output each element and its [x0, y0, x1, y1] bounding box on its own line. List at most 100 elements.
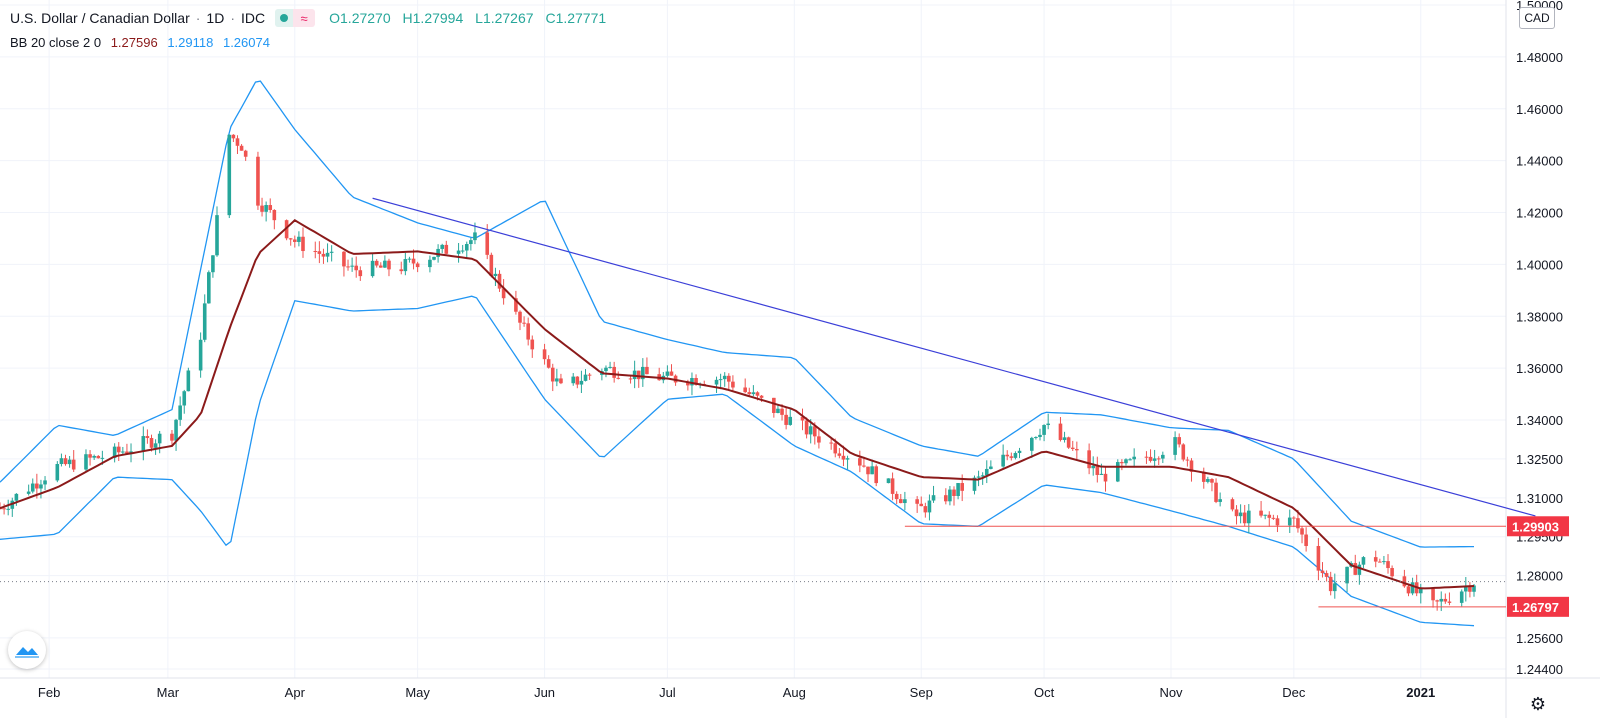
candle-body	[587, 374, 592, 376]
candle-body	[1132, 456, 1136, 460]
candle-body	[690, 377, 694, 386]
y-tick-label: 1.46000	[1516, 102, 1563, 117]
candle-body	[198, 339, 203, 371]
x-tick-label: Nov	[1159, 685, 1183, 700]
candle-body	[812, 426, 817, 437]
candle-body	[866, 466, 870, 475]
candle-body	[1292, 517, 1296, 519]
x-tick-label: May	[405, 685, 430, 700]
candle-body	[1070, 447, 1075, 449]
indicator-lower-value: 1.26074	[222, 35, 270, 50]
candle-body	[342, 251, 346, 267]
candle-body	[493, 273, 498, 277]
candle-body	[1242, 512, 1247, 524]
candle-body	[714, 379, 719, 385]
indicator-legend[interactable]: BB 20 close 2 0 1.27596 1.29118 1.26074	[10, 35, 276, 50]
candle-body	[489, 254, 494, 277]
candle-body	[186, 370, 191, 392]
candle-body	[1324, 573, 1329, 577]
candle-body	[1148, 456, 1153, 461]
candle-body	[1267, 514, 1272, 518]
ohlc-open-key: O	[329, 10, 341, 26]
candle-body	[632, 370, 637, 380]
candle-body	[800, 416, 805, 421]
x-tick-label: Dec	[1282, 685, 1306, 700]
candle-body	[432, 256, 436, 260]
candle-body	[1304, 534, 1308, 547]
candle-body	[976, 476, 981, 478]
tradingview-logo-icon[interactable]	[8, 631, 46, 669]
candle-body	[383, 260, 387, 268]
candle-body	[944, 495, 948, 502]
candle-body	[829, 442, 833, 444]
candle-body	[71, 459, 76, 470]
y-tick-label: 1.38000	[1516, 309, 1563, 324]
currency-label[interactable]: CAD	[1519, 7, 1555, 29]
candle-body	[256, 156, 260, 206]
candle-body	[1234, 509, 1239, 517]
candle-body	[845, 458, 850, 460]
ohlc-close-value: 1.27771	[555, 10, 607, 26]
x-tick-label: Feb	[38, 685, 60, 700]
candle-body	[260, 205, 264, 212]
candle-body	[1173, 437, 1177, 455]
candle-body	[665, 371, 670, 376]
candle-body	[903, 499, 907, 504]
candle-body	[211, 255, 215, 273]
gear-icon[interactable]: ⚙	[1529, 693, 1547, 714]
candle-body	[1038, 434, 1042, 438]
candle-body	[1332, 583, 1337, 592]
candle-body	[1320, 570, 1325, 574]
candle-body	[125, 451, 129, 454]
market-status-pill[interactable]: ≈	[275, 8, 316, 28]
candle-body	[301, 236, 305, 252]
ohlc-values: O1.27270 H1.27994 L1.27267 C1.27771	[329, 10, 614, 26]
candle-body	[1009, 456, 1014, 458]
candle-body	[1058, 423, 1063, 440]
candle-body	[1201, 471, 1206, 482]
candle-body	[464, 244, 469, 251]
candle-body	[559, 378, 563, 384]
candle-body	[354, 265, 359, 271]
x-tick-label: Sep	[910, 685, 933, 700]
candle-body	[374, 260, 379, 266]
candle-body	[378, 265, 383, 268]
candle-body	[370, 260, 375, 277]
y-tick-label: 1.36000	[1516, 361, 1563, 376]
ohlc-open-value: 1.27270	[340, 10, 391, 26]
candle-body	[1087, 450, 1091, 469]
indicator-basis-value: 1.27596	[110, 35, 158, 50]
candle-body	[555, 378, 559, 382]
ohlc-high-key: H	[402, 10, 413, 26]
candle-body	[1181, 444, 1186, 460]
candle-body	[1435, 600, 1439, 602]
candle-body	[14, 493, 19, 501]
symbol-legend: U.S. Dollar / Canadian Dollar · 1D · IDC…	[10, 8, 614, 28]
candle-body	[207, 272, 211, 304]
candle-body	[460, 250, 465, 252]
candle-body	[694, 377, 698, 385]
candle-body	[641, 366, 645, 380]
candle-body	[890, 478, 895, 494]
candle-body	[1410, 582, 1415, 594]
candle-body	[1206, 479, 1210, 482]
candle-body	[1189, 460, 1194, 472]
candle-body	[583, 374, 588, 381]
candle-body	[1210, 479, 1214, 483]
market-open-icon	[275, 9, 294, 27]
wave-icon: ≈	[293, 9, 316, 27]
candle-body	[96, 455, 101, 459]
candle-body	[984, 468, 989, 476]
candle-body	[1152, 458, 1157, 461]
candle-body	[63, 458, 68, 465]
candle-body	[575, 376, 580, 385]
candle-body	[862, 465, 866, 467]
candle-body	[497, 273, 502, 289]
candle-body	[1275, 518, 1280, 526]
x-tick-label: Jun	[534, 685, 555, 700]
candle-body	[542, 349, 547, 360]
interval-label[interactable]: 1D	[206, 10, 225, 26]
candle-body	[215, 215, 219, 256]
